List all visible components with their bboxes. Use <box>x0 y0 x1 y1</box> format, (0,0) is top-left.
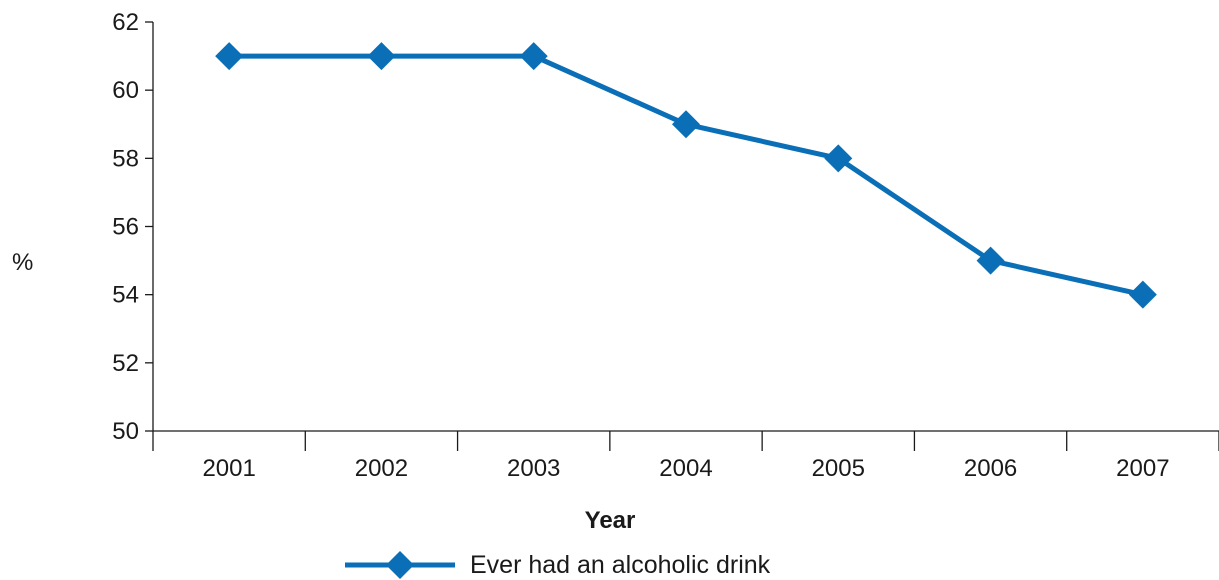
x-tick-label: 2001 <box>202 455 255 482</box>
x-tick-label: 2007 <box>1116 455 1169 482</box>
x-tick-label: 2002 <box>355 455 408 482</box>
y-tick-label: 62 <box>112 9 139 36</box>
series-group <box>215 42 1157 309</box>
x-tick-label: 2006 <box>964 455 1017 482</box>
y-tick-label: 58 <box>112 145 139 172</box>
series-line-ever-had-alcoholic-drink <box>229 53 1144 298</box>
y-tick-label: 50 <box>112 418 139 445</box>
y-tick-label: 56 <box>112 214 139 241</box>
y-axis-unit-label: % <box>12 249 33 276</box>
x-tick-label: 2005 <box>812 455 865 482</box>
x-axis-title: Year <box>585 507 636 534</box>
data-point-marker <box>215 42 244 71</box>
y-tick-label: 60 <box>112 77 139 104</box>
y-tick-label: 52 <box>112 350 139 377</box>
y-axis-ticks: 50 52 54 56 58 60 62 <box>112 9 153 445</box>
legend: Ever had an alcoholic drink <box>345 551 771 579</box>
data-point-marker <box>519 42 548 71</box>
data-point-marker <box>976 246 1005 275</box>
data-point-marker <box>367 42 396 71</box>
legend-label: Ever had an alcoholic drink <box>470 551 771 579</box>
legend-diamond-marker <box>386 551 414 579</box>
y-tick-label: 54 <box>112 282 139 309</box>
x-axis-ticks: 2001 2002 2003 2004 2005 2006 2007 <box>152 431 1219 482</box>
data-point-marker <box>824 144 853 173</box>
data-point-marker <box>1128 280 1157 309</box>
x-tick-label: 2003 <box>507 455 560 482</box>
data-point-marker <box>672 110 700 139</box>
x-tick-label: 2004 <box>659 455 712 482</box>
